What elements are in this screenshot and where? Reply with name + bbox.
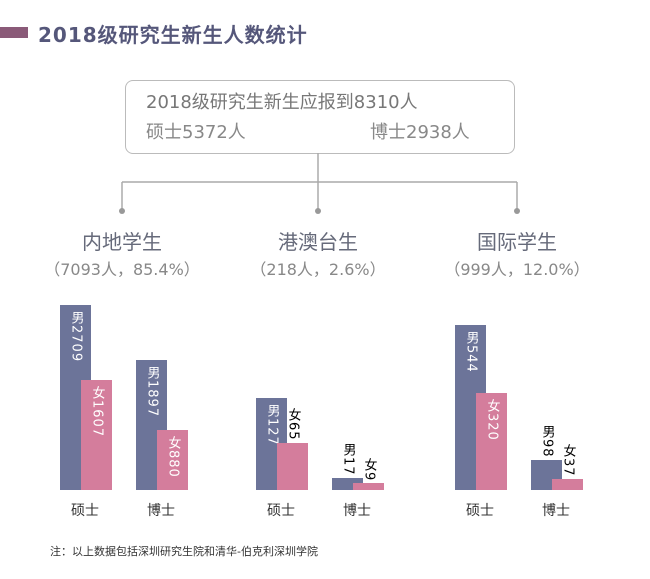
summary-total: 2018级研究生新生应报到8310人 [146,92,418,113]
summary-master: 硕士5372人 [146,122,246,143]
bar-label: 男98 [539,425,555,458]
bar [476,392,507,490]
bar-label: 男127 [264,404,280,446]
bar-label: 女9 [361,458,377,482]
bar-label-name: 男 [463,331,479,345]
bar-label: 女880 [165,435,181,478]
summary-box [125,80,515,154]
bar-label-name: 男 [340,442,356,457]
summary-doctor: 博士2938人 [370,122,470,143]
bar [81,380,112,490]
bar-label-name: 男 [144,366,160,381]
group-title: 港澳台生 [278,230,358,254]
bar-label-name: 女 [165,435,181,450]
bar [157,429,188,490]
bar-label-name: 男 [68,311,84,325]
bar-label: 男544 [463,331,479,373]
bar-label: 男17 [340,442,356,476]
category-label: 博士 [343,503,371,519]
bar-label-name: 女 [285,407,301,422]
bar-label-name: 男 [264,404,280,418]
group-subtitle: （999人，12.0%） [444,260,590,279]
footnote: 注：以上数据包括深圳研究生院和清华-伯克利深圳学院 [50,545,318,558]
bar-label: 女37 [560,443,576,477]
bar-label-name: 男 [539,425,555,440]
category-label: 硕士 [71,503,99,519]
bar-label-value: 127 [264,418,280,446]
bar-label-value: 544 [463,345,479,373]
category-label: 博士 [147,503,175,519]
group-title: 内地学生 [82,230,162,254]
bar-label-value: 880 [165,449,181,478]
category-label: 博士 [542,503,570,519]
group-title: 国际学生 [477,230,557,254]
category-label: 硕士 [267,503,295,519]
bar-label-name: 女 [484,398,500,413]
page-title: 2018级研究生新生人数统计 [38,23,308,47]
bar-label: 女1607 [89,386,105,438]
bar [277,442,308,490]
bar-label: 男2709 [68,311,84,363]
group-subtitle: （218人，2.6%） [250,260,386,279]
bar [353,483,384,490]
bar-label: 女320 [484,398,500,441]
bar-label-value: 320 [484,412,500,441]
bar [552,478,583,490]
bar-label-value: 1607 [89,400,105,438]
bar-label-value: 9 [361,472,377,482]
title-marker [0,27,28,38]
bar-label-name: 女 [361,458,377,473]
bar-label-name: 女 [560,443,576,458]
bar-label-name: 女 [89,386,105,401]
bar-label-value: 37 [560,457,576,477]
bar-label-value: 65 [285,421,301,441]
bar-label-value: 2709 [68,325,84,363]
bar-label-value: 1897 [144,380,160,418]
bar-label: 男1897 [144,366,160,418]
group-subtitle: （7093人，85.4%） [44,260,200,279]
bar-label-value: 17 [340,456,356,476]
bar-label-value: 98 [539,439,555,458]
category-label: 硕士 [466,503,494,519]
bar-label: 女65 [285,407,301,441]
